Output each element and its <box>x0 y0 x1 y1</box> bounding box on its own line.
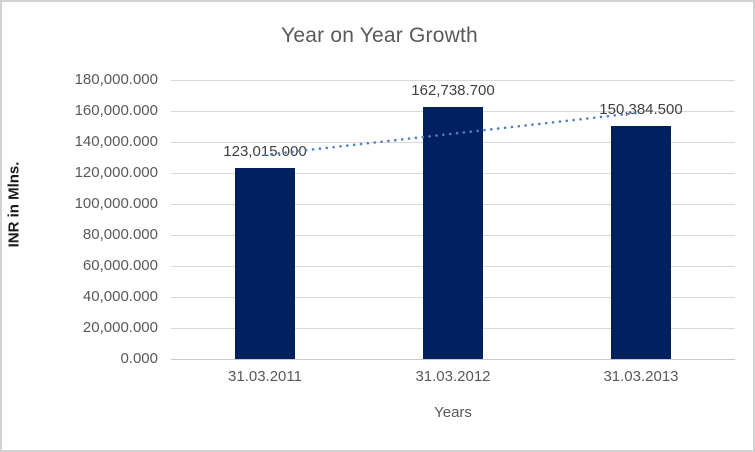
y-tick-label: 140,000.000 <box>74 133 158 150</box>
bar <box>611 125 671 359</box>
data-label: 162,738.700 <box>411 81 495 99</box>
y-tick-label: 180,000.000 <box>74 71 158 88</box>
y-tick-label: 40,000.000 <box>82 288 158 305</box>
y-tick-label: 80,000.000 <box>82 226 158 243</box>
y-axis-title: INR in Mlns. <box>5 161 23 248</box>
y-tick-label: 100,000.000 <box>74 195 158 212</box>
bar <box>423 106 483 359</box>
x-tick-label: 31.03.2013 <box>603 368 679 385</box>
data-label: 123,015.000 <box>223 143 307 161</box>
y-tick-label: 120,000.000 <box>74 164 158 181</box>
y-tick-label: 0.000 <box>120 350 158 367</box>
gridline <box>171 80 735 81</box>
x-axis-title: Years <box>434 404 472 421</box>
data-label: 150,384.500 <box>599 100 683 118</box>
chart-title: Year on Year Growth <box>281 24 478 47</box>
y-tick-label: 20,000.000 <box>82 319 158 336</box>
y-tick-label: 60,000.000 <box>82 257 158 274</box>
bar <box>235 168 295 359</box>
x-tick-label: 31.03.2012 <box>415 368 491 385</box>
y-tick-label: 160,000.000 <box>74 102 158 119</box>
x-tick-label: 31.03.2011 <box>228 368 302 385</box>
x-axis-line <box>171 359 735 360</box>
